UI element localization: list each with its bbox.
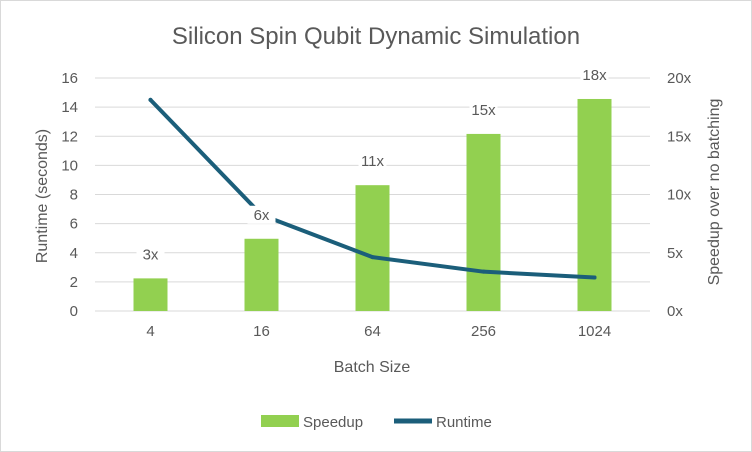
y-tick-label: 14 [61, 99, 78, 116]
y2-tick-label: 15x [667, 128, 692, 145]
y-tick-label: 4 [70, 245, 78, 262]
y-axis-label: Runtime (seconds) [34, 129, 51, 263]
data-label-background [358, 152, 387, 171]
x-tick-label: 4 [146, 323, 154, 340]
legend-label-runtime: Runtime [436, 414, 492, 431]
data-label-background [136, 245, 165, 264]
speedup-bar [466, 133, 501, 311]
y-tick-label: 8 [70, 187, 78, 204]
speedup-bar [133, 278, 168, 311]
data-label-background [469, 100, 498, 119]
y2-tick-label: 20x [667, 70, 692, 87]
speedup-data-label: 18x [582, 67, 607, 84]
legend-label-speedup: Speedup [303, 414, 363, 431]
y-tick-label: 16 [61, 70, 78, 87]
x-tick-label: 16 [253, 323, 270, 340]
speedup-data-label: 11x [361, 153, 385, 170]
x-tick-label: 1024 [578, 323, 611, 340]
x-axis-label: Batch Size [334, 359, 411, 376]
chart-title: Silicon Spin Qubit Dynamic Simulation [172, 23, 580, 50]
runtime-point [592, 275, 597, 280]
data-labels: 3x 6x 11x 15x 18x [136, 65, 609, 264]
speedup-bar [355, 185, 390, 311]
runtime-point [370, 255, 375, 260]
legend-swatch-speedup [261, 415, 299, 427]
y-tick-label: 12 [61, 128, 78, 145]
y2-tick-label: 10x [667, 187, 692, 204]
y-tick-label: 10 [61, 157, 78, 174]
data-label-background [580, 65, 609, 84]
runtime-point [481, 269, 486, 274]
y2-axis-ticks: 0x 5x 10x 15x 20x [667, 70, 692, 320]
x-tick-label: 256 [471, 323, 496, 340]
speedup-bar [244, 238, 279, 311]
y-axis-ticks: 0 2 4 6 8 10 12 14 16 [61, 70, 78, 320]
y2-tick-label: 5x [667, 245, 683, 262]
y-tick-label: 2 [70, 274, 78, 291]
x-axis-ticks: 4 16 64 256 1024 [146, 323, 611, 340]
legend: Speedup Runtime [261, 414, 492, 431]
y-tick-label: 0 [70, 303, 78, 320]
y2-tick-label: 0x [667, 303, 683, 320]
x-tick-label: 64 [364, 323, 381, 340]
y2-axis-label: Speedup over no batching [706, 99, 723, 286]
data-label-background [247, 205, 276, 224]
y-tick-label: 6 [70, 216, 78, 233]
speedup-bars [133, 98, 612, 311]
runtime-point [148, 97, 153, 102]
speedup-data-label: 6x [254, 207, 270, 224]
speedup-data-label: 15x [471, 102, 496, 119]
speedup-data-label: 3x [143, 246, 159, 263]
